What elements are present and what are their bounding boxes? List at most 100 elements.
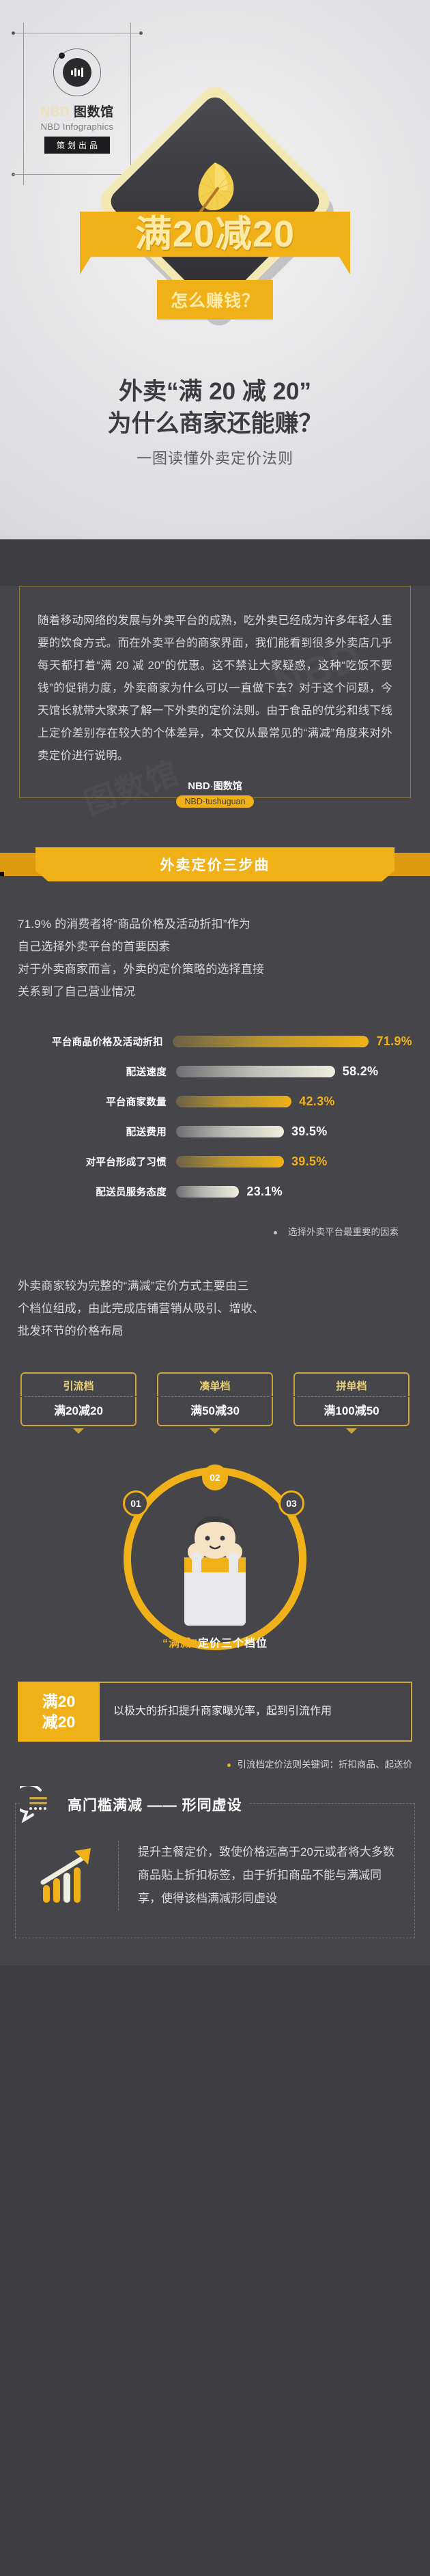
tier-bubble-divider (25, 1396, 132, 1397)
chart-caption: 选择外卖平台最重要的因素 (31, 1224, 399, 1238)
orbit-ring-icon (53, 48, 101, 96)
tier1-amount-line2: 减20 (42, 1713, 76, 1731)
section2-para-line3: 批发环节的价格布局 (18, 1325, 124, 1337)
section-content: 提升主餐定价，致使价格远高于20元或者将大多数商品贴上折扣标签，由于折扣商品不能… (29, 1841, 401, 1910)
bar-value-label: 39.5% (291, 1154, 328, 1168)
badge-ribbon-text: 满20减20 (134, 214, 296, 255)
tier1-keynote: 引流档定价法则关键词：折扣商品、起送价 (18, 1757, 412, 1770)
section1-para-line3: 对于外卖商家而言，外卖的定价策略的选择直接 (18, 963, 265, 976)
body-section: NBD 图数馆 随着移动网络的发展与外卖平台的成熟，吃外卖已经成为许多年轻人重要… (0, 586, 430, 1966)
tier1-keynote-text: 引流档定价法则关键词：折扣商品、起送价 (237, 1759, 413, 1770)
bar-category-label: 对平台形成了习惯 (85, 1157, 167, 1168)
circle-caption: “满减”定价三个档位 (162, 1634, 268, 1650)
bar-track: 39.5% (176, 1124, 412, 1139)
circle-caption-pre: “满减” (162, 1638, 198, 1650)
section1-para-line2: 自己选择外卖平台的首要因素 (18, 940, 171, 953)
headline-line-1: 外卖“满 20 减 20” (118, 378, 312, 405)
tier-bubble: 凑单档 满50减30 (157, 1372, 273, 1434)
growth-chart-icon (40, 1848, 91, 1903)
signature-en: NBD (188, 780, 210, 792)
chart-caption-text: 选择外卖平台最重要的因素 (288, 1227, 399, 1237)
brand-text: NBD 图数馆 NBD Infographics 策划出品 (24, 102, 130, 154)
section-high-threshold: 高门槛满减 —— 形同虚设 提升主餐定价，致使价格远高于20元或者将大多数商品贴… (15, 1786, 415, 1938)
brand-name-en: NBD (40, 105, 70, 119)
bar-value-label: 39.5% (291, 1124, 328, 1138)
bar-category-label: 平台商品价格及活动折扣 (52, 1036, 163, 1048)
tier-bubble-value: 满50减30 (157, 1397, 273, 1434)
tier-bubble-value: 满100减50 (293, 1397, 410, 1434)
bar-fill (176, 1185, 240, 1198)
infographic-page: NBD 图数馆 NBD Infographics 策划出品 (0, 0, 430, 1966)
section1-paragraph: 71.9% 的消费者将“商品价格及活动折扣”作为 自己选择外卖平台的首要因素 对… (18, 913, 412, 1003)
bar-fill (176, 1155, 284, 1167)
bar-row: 对平台形成了习惯 39.5% (18, 1146, 412, 1176)
tier-bubble-value: 满20减20 (20, 1397, 137, 1434)
section2-paragraph: 外卖商家较为完整的“满减”定价方式主要由三 个档位组成，由此完成店铺营销从吸引、… (18, 1275, 412, 1342)
bar-value-label: 71.9% (376, 1034, 412, 1048)
bar-row: 配送员服务态度 23.1% (18, 1176, 412, 1206)
bar-track: 23.1% (176, 1185, 412, 1199)
crop-mark-top-left (12, 31, 15, 35)
bar-fill (176, 1065, 335, 1077)
signature-row: NBD·图数馆 (20, 779, 410, 793)
factors-bar-chart: 平台商品价格及活动折扣 71.9% 配送速度 58.2% 平台商家数量 42.3% 配送费用… (18, 1026, 412, 1206)
bar-category-label: 平台商家数量 (106, 1096, 167, 1108)
tier1-amount-line1: 满20 (42, 1693, 76, 1710)
section2-para-line2: 个档位组成，由此完成店铺营销从吸引、增收、 (18, 1302, 265, 1315)
banner-plate: 外卖定价三步曲 (35, 847, 395, 881)
bar-fill (176, 1095, 292, 1107)
hero-badge: 满20减20 怎么赚钱？ (0, 81, 430, 335)
section-banner-1: 外卖定价三步曲 (0, 847, 430, 881)
brand-name-row: NBD 图数馆 (24, 102, 130, 120)
bar-category-label: 配送费用 (126, 1127, 167, 1138)
guide-line-left (23, 23, 24, 185)
section-header: 高门槛满减 —— 形同虚设 (20, 1786, 249, 1823)
bar-value-label: 42.3% (299, 1094, 335, 1108)
person-illustration (184, 1516, 246, 1626)
tier-bubble-label: 凑单档 (157, 1372, 273, 1396)
bullet-icon (274, 1230, 277, 1234)
signature-cn: 图数馆 (213, 780, 242, 791)
tier-bubble-label: 引流档 (20, 1372, 137, 1396)
bar-row: 平台商品价格及活动折扣 71.9% (18, 1026, 412, 1056)
brand-subtitle-en: NBD Infographics (40, 122, 114, 132)
bar-row: 配送速度 58.2% (18, 1056, 412, 1086)
atom-logo-icon (53, 48, 101, 96)
signature-dot: · (210, 780, 214, 792)
tier-bubbles: 引流档 满20减20 凑单档 满50减30 拼单档 满100减50 (20, 1372, 410, 1434)
brand-logo-box: NBD 图数馆 NBD Infographics 策划出品 (12, 23, 143, 185)
hero-section: NBD 图数馆 NBD Infographics 策划出品 (0, 0, 430, 539)
section-title: 高门槛满减 —— 形同虚设 (68, 1798, 242, 1813)
keynote-bullet-icon (227, 1763, 231, 1767)
tier-bubble: 引流档 满20减20 (20, 1372, 137, 1434)
tier-bubble-divider (161, 1396, 269, 1397)
bar-value-label: 23.1% (246, 1184, 283, 1198)
intro-paragraph: 随着移动网络的发展与外卖平台的成熟，吃外卖已经成为许多年轻人重要的饮食方式。而在… (38, 614, 392, 762)
speech-bubble-icon (20, 1786, 47, 1823)
bar-row: 平台商家数量 42.3% (18, 1086, 412, 1116)
growth-chart-icon-wrap (29, 1843, 111, 1908)
bar-track: 39.5% (176, 1155, 412, 1169)
section2-para-line1: 外卖商家较为完整的“满减”定价方式主要由三 (18, 1279, 249, 1292)
headline-line-2: 为什么商家还能赚？ (107, 410, 323, 437)
bar-chart-icon (63, 58, 91, 87)
crop-mark-top-right (139, 31, 143, 35)
section-divider (118, 1841, 119, 1910)
tier-bubble-label: 拼单档 (293, 1372, 410, 1396)
page-title: 外卖“满 20 减 20” 为什么商家还能赚？ 一图读懂外卖定价法则 (0, 376, 430, 468)
guide-line-right (130, 23, 131, 185)
signature-pill: NBD-tushuguan (175, 795, 255, 808)
banner-title: 外卖定价三步曲 (160, 858, 270, 873)
tier-circle-diagram: 01 02 03 “满减”定价三个档位 (0, 1449, 430, 1675)
bar-fill (176, 1125, 284, 1137)
bar-track: 58.2% (176, 1064, 412, 1079)
tier-bubble-divider (298, 1396, 405, 1397)
intro-card: 随着移动网络的发展与外卖平台的成熟，吃外卖已经成为许多年轻人重要的饮食方式。而在… (19, 586, 411, 808)
badge-ribbon2-text: 怎么赚钱？ (170, 292, 259, 311)
bar-category-label: 配送员服务态度 (96, 1187, 167, 1198)
bar-track: 42.3% (176, 1094, 412, 1109)
card-signature: NBD·图数馆 NBD-tushuguan (20, 779, 410, 808)
headline-subtitle: 一图读懂外卖定价法则 (136, 450, 293, 467)
tier1-amount-box: 满20 减20 (18, 1682, 100, 1742)
circle-number-01: 01 (123, 1490, 149, 1516)
